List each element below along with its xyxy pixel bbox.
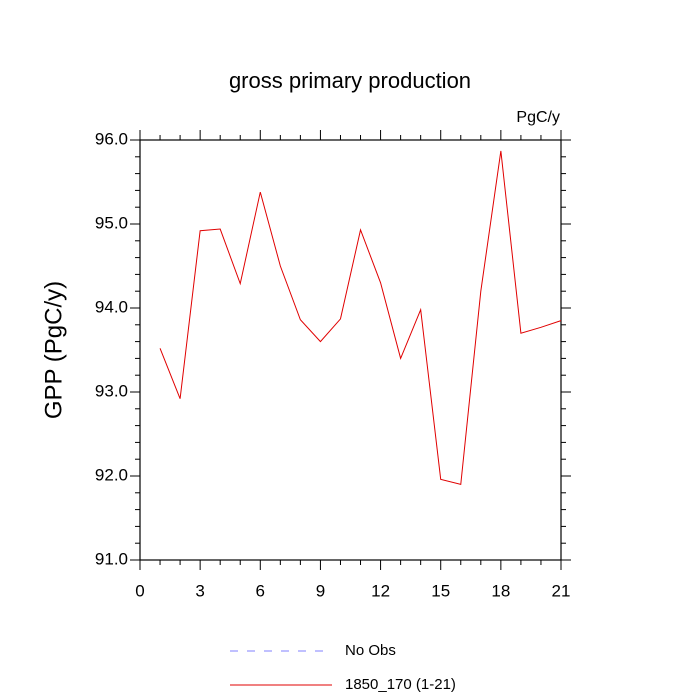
x-tick-label: 18 (491, 581, 510, 600)
legend-label: 1850_170 (1-21) (345, 676, 456, 693)
y-tick-label: 95.0 (95, 213, 128, 232)
x-tick-label: 6 (256, 581, 265, 600)
y-tick-label: 92.0 (95, 465, 128, 484)
x-tick-label: 3 (195, 581, 204, 600)
legend-label: No Obs (345, 642, 396, 659)
units-label: PgC/y (516, 109, 560, 126)
y-tick-label: 96.0 (95, 129, 128, 148)
x-tick-label: 0 (135, 581, 144, 600)
y-tick-label: 93.0 (95, 381, 128, 400)
y-axis-label: GPP (PgC/y) (40, 281, 67, 419)
plot-frame (139, 139, 562, 561)
x-tick-label: 15 (431, 581, 450, 600)
x-tick-label: 12 (371, 581, 390, 600)
y-tick-label: 94.0 (95, 297, 128, 316)
y-tick-label: 91.0 (95, 549, 128, 568)
chart-title: gross primary production (229, 68, 471, 93)
x-tick-label: 21 (552, 581, 571, 600)
data-line (159, 150, 562, 486)
x-tick-label: 9 (316, 581, 325, 600)
